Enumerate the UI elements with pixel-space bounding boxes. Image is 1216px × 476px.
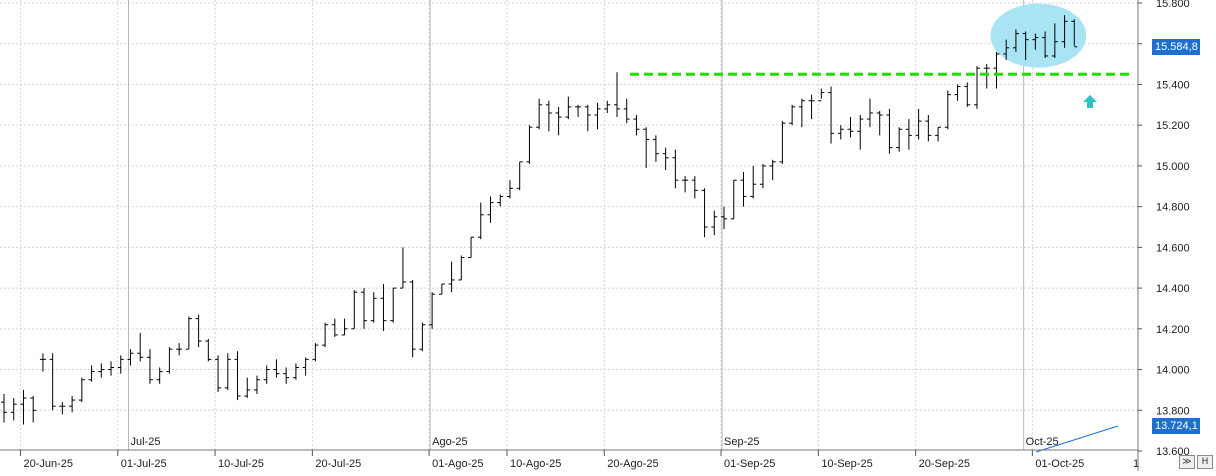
month-label: Ago-25 — [432, 436, 467, 448]
x-tick-label: 01-Oct-25 — [1035, 458, 1084, 470]
y-tick-label: 13.800 — [1156, 405, 1190, 417]
up-arrow-icon — [1083, 95, 1097, 108]
y-tick-label: 14.600 — [1156, 242, 1190, 254]
y-tick-label: 15.400 — [1156, 79, 1190, 91]
x-tick-label: 10-Sep-25 — [821, 458, 872, 470]
arrow-shape — [1083, 95, 1097, 108]
x-tick-label: 01-Jul-25 — [121, 458, 167, 470]
y-tick-label: 15.000 — [1156, 161, 1190, 173]
save-icon[interactable]: H — [1197, 455, 1213, 469]
month-label: Sep-25 — [724, 436, 759, 448]
x-end-label: 1 — [1133, 458, 1139, 470]
lower-price-tag: 13.724,1 — [1152, 417, 1200, 434]
highlight-ellipse — [990, 3, 1087, 68]
x-tick-label: 10-Jul-25 — [218, 458, 264, 470]
x-tick-label: 20-Jun-25 — [23, 458, 73, 470]
y-tick-label: 15.800 — [1156, 0, 1190, 10]
x-tick-label: 20-Ago-25 — [607, 458, 658, 470]
x-tick-label: 10-Ago-25 — [510, 458, 561, 470]
y-tick-label: 15.200 — [1156, 120, 1190, 132]
scroll-down-button[interactable]: ≫ — [1179, 455, 1195, 469]
y-tick-label: 14.800 — [1156, 202, 1190, 214]
trend-line — [1035, 425, 1119, 453]
grid-lines — [0, 0, 1138, 450]
month-label: Jul-25 — [130, 436, 160, 448]
x-tick-label: 20-Jul-25 — [315, 458, 361, 470]
x-tick-label: 20-Sep-25 — [919, 458, 970, 470]
y-axis-ticks: 15.80015.60015.40015.20015.00014.80014.6… — [1138, 0, 1190, 458]
x-tick-label: 01-Sep-25 — [724, 458, 775, 470]
x-tick-label: 01-Ago-25 — [432, 458, 483, 470]
month-label: Oct-25 — [1026, 436, 1059, 448]
month-markers: Jul-25 Ago-25 Sep-25 Oct-25 — [127, 0, 1059, 450]
ohlc-bars — [1, 15, 1078, 425]
y-tick-label: 14.200 — [1156, 324, 1190, 336]
y-tick-label: 14.400 — [1156, 283, 1190, 295]
y-tick-label: 14.000 — [1156, 365, 1190, 377]
current-price-tag: 15.584,8 — [1152, 38, 1200, 55]
x-axis-dates: 20-Jun-25 01-Jul-25 10-Jul-25 20-Jul-25 01-A… — [19, 450, 1139, 470]
